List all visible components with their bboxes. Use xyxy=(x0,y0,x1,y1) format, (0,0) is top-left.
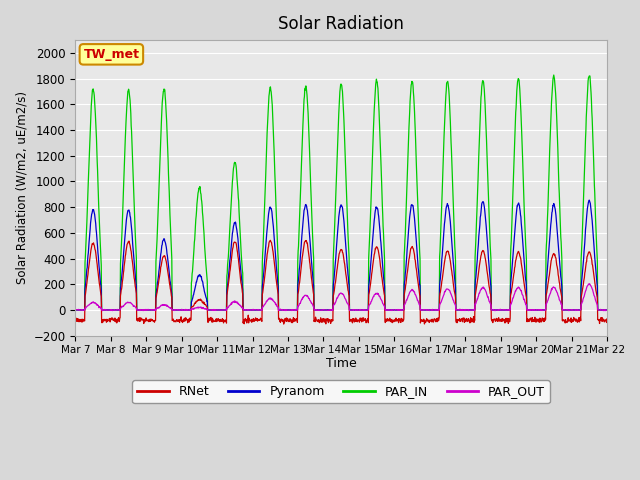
RNet xyxy=(603,316,611,322)
Pyranom xyxy=(493,307,500,313)
RNet xyxy=(494,319,502,324)
PAR_IN xyxy=(177,307,184,313)
Y-axis label: Solar Radiation (W/m2, uE/m2/s): Solar Radiation (W/m2, uE/m2/s) xyxy=(15,91,28,284)
Line: PAR_IN: PAR_IN xyxy=(76,75,607,310)
Line: RNet: RNet xyxy=(76,240,607,324)
X-axis label: Time: Time xyxy=(326,357,356,370)
PAR_OUT xyxy=(540,307,548,313)
RNet xyxy=(541,315,548,321)
Text: TW_met: TW_met xyxy=(83,48,140,61)
Line: Pyranom: Pyranom xyxy=(76,200,607,310)
PAR_OUT xyxy=(72,307,79,313)
PAR_IN xyxy=(249,307,257,313)
RNet xyxy=(280,321,287,327)
Pyranom xyxy=(249,307,257,313)
PAR_OUT xyxy=(493,307,500,313)
Pyranom xyxy=(603,307,611,313)
Title: Solar Radiation: Solar Radiation xyxy=(278,15,404,33)
RNet xyxy=(249,318,257,324)
Pyranom xyxy=(72,307,79,313)
Pyranom xyxy=(190,292,198,298)
PAR_IN xyxy=(493,307,500,313)
RNet xyxy=(72,317,79,323)
PAR_OUT xyxy=(190,306,198,312)
Pyranom xyxy=(586,197,593,203)
Legend: RNet, Pyranom, PAR_IN, PAR_OUT: RNet, Pyranom, PAR_IN, PAR_OUT xyxy=(132,380,550,403)
PAR_IN xyxy=(424,307,431,313)
PAR_IN xyxy=(550,72,557,78)
PAR_IN xyxy=(72,307,79,313)
Pyranom xyxy=(424,307,431,313)
RNet xyxy=(267,238,275,243)
PAR_OUT xyxy=(249,306,257,312)
PAR_OUT xyxy=(603,307,611,313)
RNet xyxy=(424,318,432,324)
RNet xyxy=(190,303,198,309)
PAR_IN xyxy=(603,307,611,313)
Line: PAR_OUT: PAR_OUT xyxy=(76,284,607,311)
PAR_OUT xyxy=(586,281,593,287)
PAR_IN xyxy=(190,253,198,259)
RNet xyxy=(177,317,184,323)
PAR_OUT xyxy=(177,307,184,313)
PAR_OUT xyxy=(424,307,431,313)
PAR_IN xyxy=(540,307,548,313)
Pyranom xyxy=(177,307,184,313)
Pyranom xyxy=(540,307,548,313)
PAR_OUT xyxy=(601,308,609,313)
